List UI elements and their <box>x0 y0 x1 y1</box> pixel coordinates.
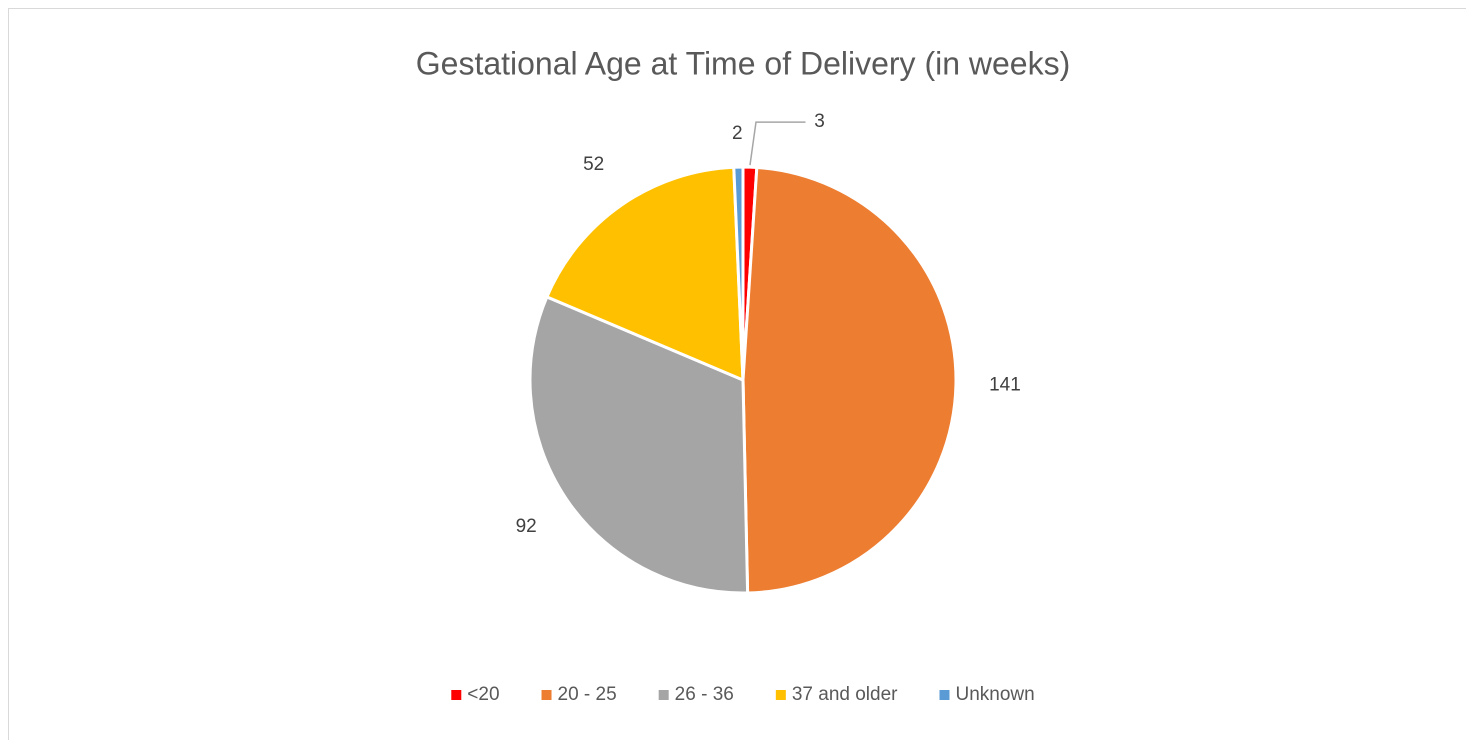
legend-swatch <box>939 690 950 700</box>
chart-title: Gestational Age at Time of Delivery (in … <box>416 45 1071 81</box>
legend-swatch <box>775 690 786 700</box>
legend-label: Unknown <box>955 684 1034 705</box>
legend-swatch <box>541 690 552 700</box>
data-label: 3 <box>814 111 825 132</box>
data-label: 141 <box>989 375 1021 396</box>
pie-slice <box>732 165 745 381</box>
data-label: 92 <box>516 516 537 537</box>
legend-label: 20 - 25 <box>558 684 617 705</box>
legend-label: 26 - 36 <box>675 684 734 705</box>
data-label: 52 <box>583 154 604 175</box>
legend-label: 37 and older <box>792 684 898 705</box>
pie-slice <box>528 294 750 595</box>
chart-frame <box>8 8 1466 740</box>
legend-swatch <box>658 690 669 700</box>
leader-line <box>749 121 806 166</box>
pie-slice <box>544 165 745 383</box>
pie-slice <box>741 165 958 595</box>
legend-label: <20 <box>467 684 499 705</box>
legend-swatch <box>451 690 462 700</box>
data-label: 2 <box>732 123 743 144</box>
legend: <20 20 - 25 26 - 36 37 and older Unknown <box>451 684 1035 705</box>
